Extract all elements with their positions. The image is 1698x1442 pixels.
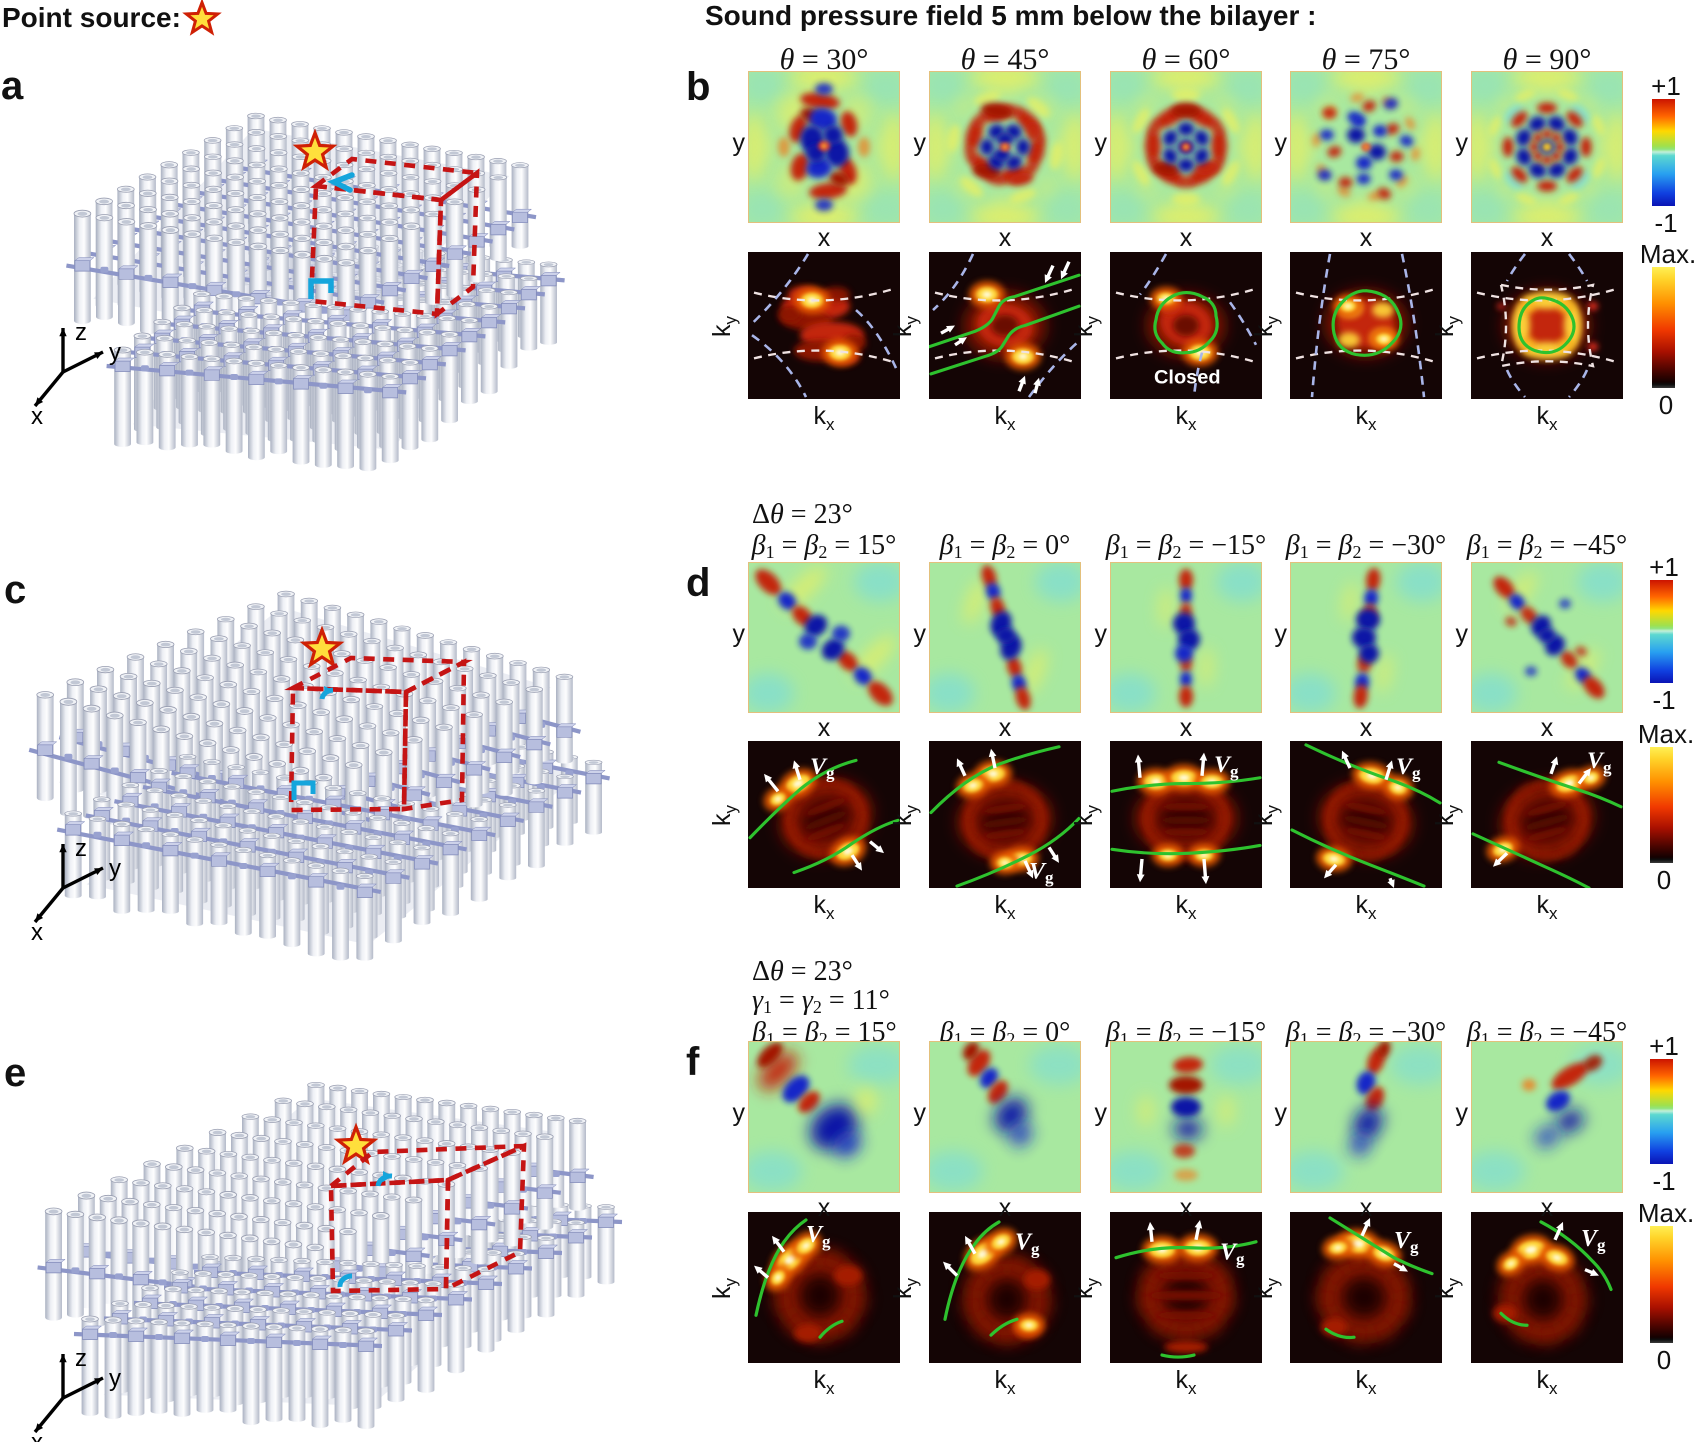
svg-text:Closed: Closed (1154, 367, 1221, 389)
svg-text:x: x (31, 403, 43, 430)
svg-text:y: y (109, 1365, 121, 1392)
svg-text:Vg: Vg (1581, 1226, 1606, 1255)
svg-text:z: z (75, 319, 87, 346)
svg-text:x: x (31, 1429, 43, 1442)
svg-text:z: z (75, 835, 87, 862)
svg-text:y: y (109, 339, 121, 366)
svg-text:x: x (31, 919, 43, 946)
svg-text:z: z (75, 1345, 87, 1372)
svg-text:y: y (109, 855, 121, 882)
svg-text:Vg: Vg (1394, 1228, 1419, 1257)
